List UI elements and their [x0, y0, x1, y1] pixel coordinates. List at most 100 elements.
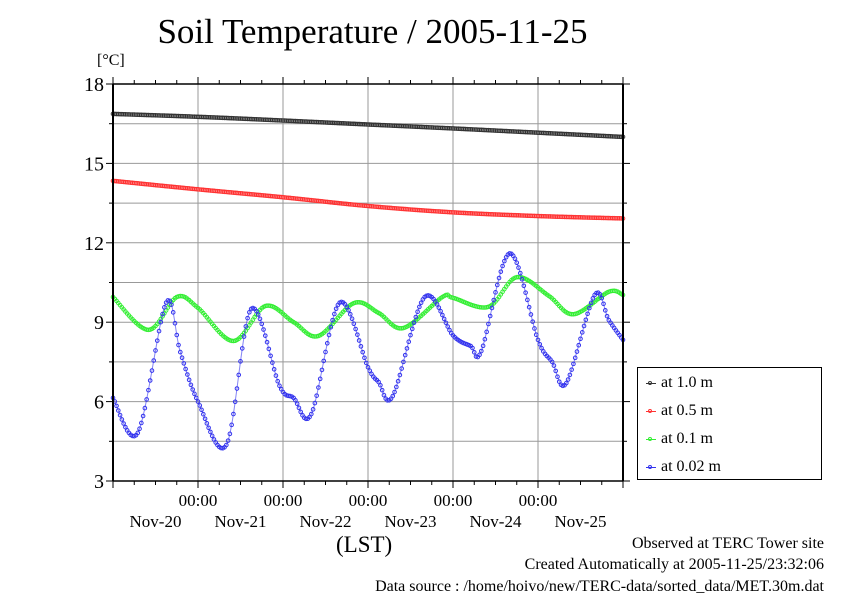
data-point	[149, 368, 155, 373]
data-point	[484, 329, 489, 335]
data-point	[197, 403, 203, 408]
data-point	[379, 387, 385, 393]
legend-label: at 0.1 m	[661, 430, 713, 447]
data-point	[347, 311, 353, 317]
data-point	[153, 348, 158, 353]
data-point	[324, 340, 330, 346]
data-point	[402, 352, 408, 358]
data-point	[169, 302, 174, 307]
data-point	[160, 311, 165, 317]
data-point	[192, 391, 197, 397]
data-point	[480, 343, 486, 349]
y-tick-label: 18	[84, 74, 104, 96]
data-point	[209, 433, 215, 439]
data-point	[199, 407, 204, 413]
data-point	[438, 308, 443, 314]
x-day-label: Nov-23	[385, 512, 437, 531]
data-point	[599, 295, 605, 301]
data-point	[399, 366, 404, 371]
x-day-label: Nov-20	[130, 512, 182, 531]
data-point	[385, 398, 390, 403]
data-point	[517, 270, 523, 276]
x-tick-label: 00:00	[264, 491, 303, 510]
data-point	[494, 282, 500, 288]
data-point	[323, 349, 328, 355]
data-point	[144, 397, 149, 402]
data-point	[535, 337, 541, 343]
data-point	[261, 327, 266, 332]
data-point	[597, 292, 603, 297]
data-point	[172, 320, 178, 326]
data-point	[181, 361, 187, 366]
legend-item: at 0.5 m	[646, 401, 713, 421]
data-point	[344, 304, 350, 310]
data-point	[445, 324, 450, 329]
data-point	[523, 290, 528, 295]
data-point	[121, 421, 126, 426]
data-point	[162, 305, 167, 310]
legend-item: at 1.0 m	[646, 373, 713, 393]
data-point	[470, 345, 475, 351]
data-point	[177, 349, 183, 355]
data-point	[521, 283, 527, 289]
data-point	[243, 324, 249, 329]
data-point	[167, 298, 172, 304]
data-point	[390, 393, 396, 399]
x-tick-label: 00:00	[434, 491, 473, 510]
data-point	[349, 316, 355, 322]
data-point	[351, 321, 357, 327]
data-point	[239, 346, 245, 351]
data-point	[156, 328, 162, 334]
data-point	[537, 341, 543, 347]
legend-label: at 1.0 m	[661, 374, 713, 391]
x-tick-label: 00:00	[349, 491, 388, 510]
y-tick-label: 6	[94, 392, 104, 414]
legend-marker	[646, 380, 656, 385]
data-point	[415, 309, 420, 314]
data-point	[493, 290, 498, 295]
data-point	[326, 332, 332, 338]
y-axis-unit-label: [°C]	[97, 52, 125, 69]
data-point	[418, 300, 424, 306]
data-point	[500, 263, 505, 269]
data-point	[401, 359, 406, 365]
data-point	[571, 361, 576, 367]
data-point	[208, 429, 213, 435]
data-point	[482, 336, 488, 342]
data-point	[270, 360, 275, 365]
data-point	[193, 395, 199, 401]
x-day-label: Nov-22	[300, 512, 352, 531]
data-point	[440, 312, 445, 318]
data-point	[245, 315, 250, 321]
series-markers	[110, 178, 626, 221]
data-point	[255, 312, 261, 317]
data-point	[330, 317, 335, 323]
data-point	[142, 405, 148, 411]
data-point	[204, 421, 210, 426]
data-point	[238, 359, 243, 364]
data-point	[479, 348, 484, 354]
data-point	[188, 382, 194, 388]
data-point	[443, 320, 449, 326]
data-point	[408, 332, 413, 338]
data-point	[502, 258, 507, 264]
data-point	[257, 316, 263, 322]
data-point	[236, 372, 242, 378]
data-point	[394, 384, 399, 390]
legend-item: at 0.1 m	[646, 429, 713, 449]
data-point	[590, 296, 596, 301]
data-point	[555, 374, 560, 380]
data-point	[574, 349, 580, 354]
data-point	[116, 408, 121, 413]
y-tick-label: 15	[84, 153, 104, 175]
data-point	[355, 332, 360, 337]
data-point	[489, 305, 495, 311]
data-point	[392, 389, 397, 395]
legend-marker	[646, 436, 656, 441]
data-point	[530, 319, 535, 324]
data-point	[186, 377, 192, 383]
data-point	[190, 387, 195, 392]
data-point	[413, 314, 419, 320]
data-point	[601, 301, 606, 307]
